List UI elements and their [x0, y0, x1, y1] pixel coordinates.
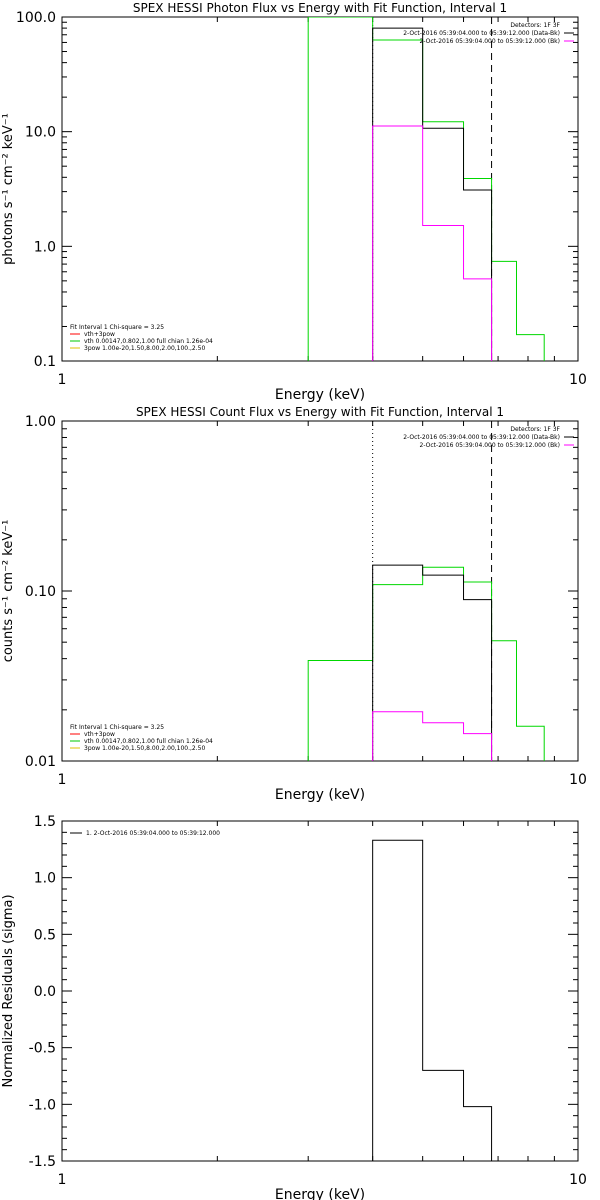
y-axis-label: Normalized Residuals (sigma) [1, 894, 16, 1087]
y-tick-label: 1.0 [34, 239, 56, 255]
legend-entry: 3pow 1.00e-20,1.50,8.00,2.00,100.,2.50 [84, 745, 205, 752]
plot-frame [61, 16, 579, 362]
legend-entry: Detectors: 1F 3F [510, 426, 560, 433]
histogram-series-2 [372, 27, 493, 361]
legend-entry: 3pow 1.00e-20,1.50,8.00,2.00,100.,2.50 [84, 345, 205, 352]
x-tick-label: 1 [58, 372, 67, 388]
y-axis-label: photons s⁻¹ cm⁻² keV⁻¹ [1, 113, 16, 265]
histogram-series-3 [372, 711, 493, 761]
y-tick-label: 10.0 [25, 125, 56, 141]
y-tick-label: 1.00 [25, 414, 56, 430]
legend-entry: vth+3pow [84, 731, 115, 738]
x-tick-label: 10 [569, 372, 587, 388]
histogram-series-1 [307, 566, 545, 761]
x-tick-label: 10 [569, 1172, 587, 1188]
y-tick-label: 0.01 [25, 754, 56, 770]
plot-area [372, 839, 493, 1161]
histogram-series-3 [372, 125, 493, 361]
plot-frame [61, 420, 579, 762]
plot-frame [61, 820, 579, 1162]
x-tick-label: 1 [58, 1172, 67, 1188]
y-tick-label: 0.5 [34, 927, 56, 943]
histogram-series-1 [372, 839, 493, 1161]
legend-entry: Fit Interval 1 Chi-square = 3.25 [70, 324, 164, 331]
histogram-series-2 [372, 564, 493, 761]
chart-panel-2: SPEX HESSI Count Flux vs Energy with Fit… [1, 405, 587, 803]
y-tick-label: -0.5 [29, 1041, 56, 1057]
chart-panel-3: 1 10 1.5 1.0 0.5 0.0 -0.5 -1.0 -1.5 Energy (keV) N… [1, 814, 587, 1200]
x-tick-label: 10 [569, 772, 587, 788]
legend-entry: 2-Oct-2016 05:39:04.000 to 05:39:12.000 … [403, 30, 560, 37]
y-tick-label: 1.5 [34, 814, 56, 830]
legend-entry: 2-Oct-2016 05:39:04.000 to 05:39:12.000 … [420, 442, 561, 449]
x-axis-label: Energy (keV) [275, 387, 365, 403]
chart-panel-1: SPEX HESSI Photon Flux vs Energy with Fi… [1, 1, 587, 403]
y-tick-label: -1.0 [29, 1097, 56, 1113]
y-tick-label: 0.10 [25, 584, 56, 600]
chart-title: SPEX HESSI Count Flux vs Energy with Fit… [136, 405, 504, 419]
chart-title: SPEX HESSI Photon Flux vs Energy with Fi… [133, 1, 507, 15]
histogram-series-1 [307, 17, 545, 361]
legend-entry: vth 0.00147,0.802,1.00 full chian 1.26e-… [84, 738, 213, 745]
plot-area [307, 421, 545, 761]
legend-entry: 2-Oct-2016 05:39:04.000 to 05:39:12.000 … [420, 38, 561, 45]
x-axis-label: Energy (keV) [275, 787, 365, 803]
legend-entry: Fit Interval 1 Chi-square = 3.25 [70, 724, 164, 731]
y-tick-label: 100.0 [16, 10, 56, 26]
plot-area [307, 17, 545, 361]
y-tick-label: 1.0 [34, 871, 56, 887]
legend-entry: vth+3pow [84, 331, 115, 338]
legend-entry: 2-Oct-2016 05:39:04.000 to 05:39:12.000 … [403, 434, 560, 441]
y-tick-label: 0.1 [34, 354, 56, 370]
legend-entry: vth 0.00147,0.802,1.00 full chian 1.26e-… [84, 338, 213, 345]
y-axis-label: counts s⁻¹ cm⁻² keV⁻¹ [1, 520, 16, 663]
legend-entry: Detectors: 1F 3F [510, 22, 560, 29]
x-axis-label: Energy (keV) [275, 1187, 365, 1200]
y-tick-label: -1.5 [29, 1154, 56, 1170]
y-tick-label: 0.0 [34, 984, 56, 1000]
legend-entry: 1. 2-Oct-2016 05:39:04.000 to 05:39:12.0… [86, 830, 220, 837]
x-tick-label: 1 [58, 772, 67, 788]
